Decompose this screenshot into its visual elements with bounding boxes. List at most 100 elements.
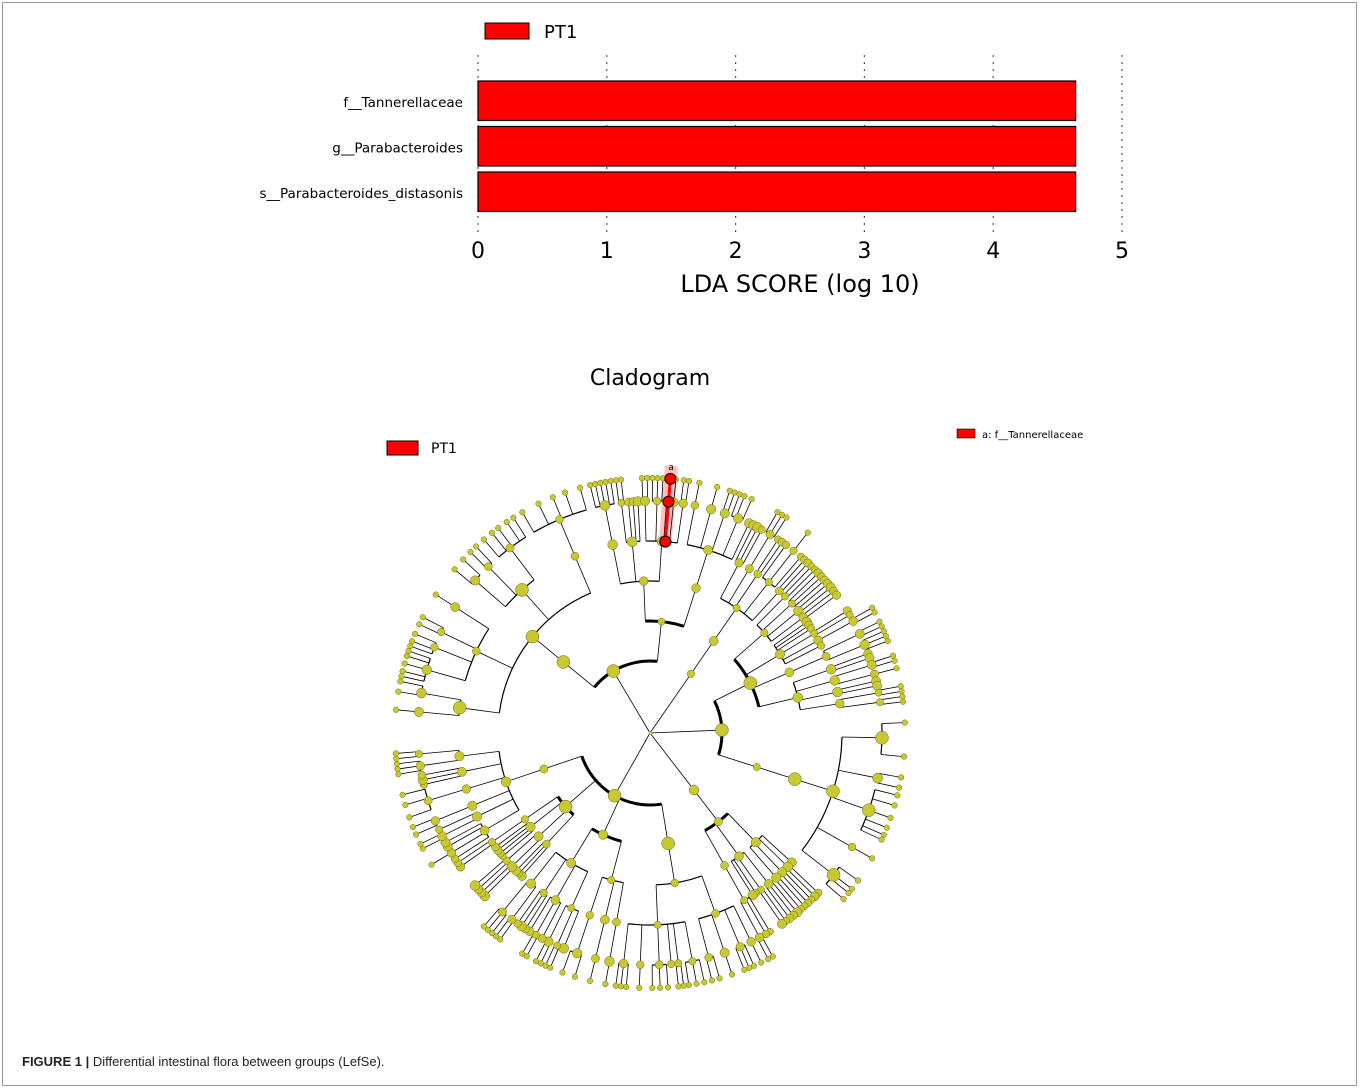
clade-branch <box>474 580 506 608</box>
clade-node <box>657 984 664 991</box>
clade-node <box>675 983 682 990</box>
lda-x-axis-label: LDA SCORE (log 10) <box>680 270 919 298</box>
clade-node <box>711 909 720 918</box>
clade-branch <box>683 588 697 627</box>
clade-branch <box>786 569 816 599</box>
clade-node <box>680 982 687 989</box>
clade-node <box>898 688 905 695</box>
clade-branch <box>559 519 576 557</box>
clade-node <box>416 621 423 628</box>
clade-branch <box>495 822 528 848</box>
clade-node <box>854 629 865 639</box>
clade-branch <box>698 918 710 958</box>
clade-branch <box>521 933 535 954</box>
clade-node <box>693 980 700 987</box>
clade-branch <box>644 501 647 542</box>
clade-branch <box>791 576 822 604</box>
clade-branch <box>499 920 515 940</box>
clade-branch <box>837 680 877 691</box>
clade-node <box>750 837 761 848</box>
clade-node <box>555 515 564 524</box>
clade-branch <box>574 556 592 594</box>
clade-branch <box>395 751 419 754</box>
clade-node <box>430 816 440 826</box>
clade-node <box>500 776 512 787</box>
clade-node <box>835 698 845 709</box>
clade-node <box>571 973 578 980</box>
clade-branch <box>779 633 815 655</box>
clade-branch <box>426 669 466 682</box>
clade-branch <box>589 877 603 916</box>
clade-branch <box>777 628 812 651</box>
clade-branch <box>402 670 426 678</box>
lda-bar <box>477 125 1077 167</box>
clade-node <box>706 504 717 515</box>
clade-branch <box>499 827 532 854</box>
clade-branch <box>576 915 591 954</box>
clade-branch <box>488 566 517 596</box>
clade-branch <box>552 497 562 519</box>
clade-branch <box>731 494 740 516</box>
clade-branch <box>529 896 551 932</box>
clade-node <box>394 766 401 773</box>
clade-branch <box>737 856 762 891</box>
clade-branch <box>780 562 809 593</box>
clade-branch <box>752 671 790 689</box>
clade-branch <box>693 789 719 822</box>
clade-node <box>430 643 439 652</box>
clade-branch <box>484 867 514 897</box>
clade-node <box>437 627 446 636</box>
clade-branch <box>538 808 569 837</box>
clade-node <box>848 885 855 892</box>
clade-branch <box>758 890 783 925</box>
clade-branch <box>734 573 758 608</box>
clade-branch <box>623 923 629 964</box>
clade-branch <box>470 551 487 569</box>
clade-branch <box>410 645 433 655</box>
clade-node <box>607 876 616 884</box>
lda-category-labels: f__Tannerellaceae g__Parabacteroides s__Pa… <box>259 95 463 202</box>
lda-category-label: g__Parabacteroides <box>332 140 463 156</box>
clade-branch <box>840 701 880 708</box>
clade-node <box>435 825 444 834</box>
clade-node <box>421 664 432 675</box>
clade-branch <box>839 692 879 701</box>
clade-node <box>760 628 769 637</box>
clade-branch <box>612 670 651 734</box>
clade-node <box>638 475 646 482</box>
clade-node <box>457 767 467 777</box>
clade-branch <box>440 631 478 650</box>
clade-node <box>896 784 903 791</box>
highlighted-node <box>664 472 677 485</box>
clade-node <box>492 933 500 940</box>
clade-branch <box>758 697 798 708</box>
clade-node <box>587 482 594 489</box>
clade-branch <box>483 908 500 927</box>
clade-branch <box>655 884 659 925</box>
clade-branch <box>825 883 844 900</box>
clade-node <box>674 959 683 968</box>
clade-branch <box>749 534 771 569</box>
clade-branch <box>837 685 878 695</box>
clade-node <box>765 955 772 963</box>
clade-arc <box>498 592 591 714</box>
clade-branch <box>535 899 556 936</box>
clade-branch <box>637 501 641 542</box>
clade-node <box>550 895 561 905</box>
clade-node <box>398 673 405 680</box>
clade-branch <box>756 596 786 626</box>
clade-branch <box>564 492 574 515</box>
clade-branch <box>874 789 898 796</box>
clade-branch <box>711 513 726 552</box>
clade-branch <box>604 880 615 920</box>
clade-node <box>891 657 898 664</box>
clade-node <box>708 636 719 646</box>
clade-branch <box>735 948 745 971</box>
clade-node <box>558 799 573 814</box>
clade-node <box>604 956 615 967</box>
clade-node <box>688 957 697 966</box>
clade-branch <box>484 809 520 831</box>
clade-branch <box>876 782 900 789</box>
clade-node <box>572 948 583 959</box>
clade-branch <box>831 657 870 672</box>
